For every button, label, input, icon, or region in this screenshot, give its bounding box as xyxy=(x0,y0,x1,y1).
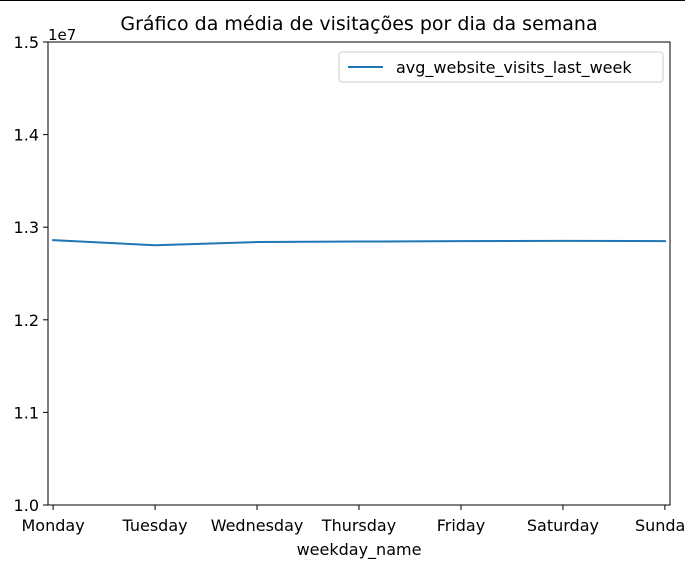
x-tick-label: Thursday xyxy=(321,516,396,535)
x-tick-label: Tuesday xyxy=(122,516,188,535)
y-tick-label: 1.3 xyxy=(14,218,39,237)
y-offset-label: 1e7 xyxy=(48,26,76,44)
chart-title: Gráfico da média de visitações por dia d… xyxy=(120,13,597,35)
y-tick-label: 1.2 xyxy=(14,311,39,330)
y-tick-label: 1.0 xyxy=(14,496,39,515)
plot-frame xyxy=(47,41,671,506)
x-tick-label: Sunday xyxy=(635,516,685,535)
legend: avg_website_visits_last_week xyxy=(338,51,664,83)
y-tick-label: 1.4 xyxy=(14,126,39,145)
x-tick-label: Monday xyxy=(22,516,85,535)
x-tick-label: Saturday xyxy=(527,516,599,535)
legend-frame xyxy=(338,51,664,83)
legend-label: avg_website_visits_last_week xyxy=(396,58,632,78)
series-group xyxy=(52,239,666,247)
x-tick-label: Friday xyxy=(437,516,486,535)
y-tick-label: 1.1 xyxy=(14,403,39,422)
plot-area xyxy=(47,41,671,506)
x-tick-label: Wednesday xyxy=(211,516,304,535)
x-axis-label: weekday_name xyxy=(297,540,422,560)
y-tick-label: 1.5 xyxy=(14,33,39,52)
series-line xyxy=(52,239,666,247)
axes: 1.0 1.1 1.2 1.3 1.4 1.5 Monday Tuesday Wednesday… xyxy=(14,33,685,535)
